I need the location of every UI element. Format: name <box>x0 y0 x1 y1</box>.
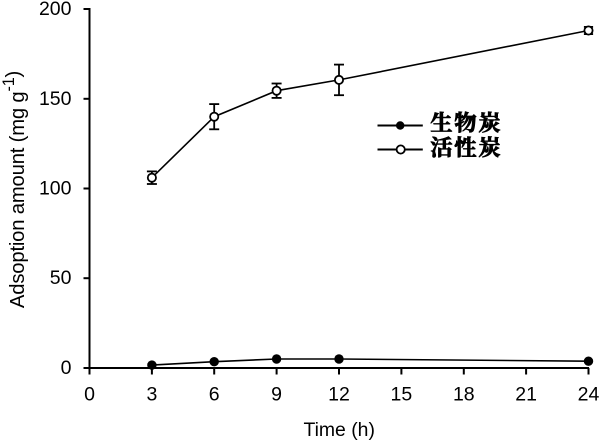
svg-text:12: 12 <box>328 384 350 406</box>
svg-text:9: 9 <box>271 384 282 406</box>
svg-text:18: 18 <box>453 384 475 406</box>
svg-text:21: 21 <box>515 384 537 406</box>
svg-text:24: 24 <box>578 384 600 406</box>
svg-text:15: 15 <box>391 384 413 406</box>
svg-text:200: 200 <box>39 0 72 20</box>
svg-text:100: 100 <box>39 178 72 200</box>
svg-text:Time (h): Time (h) <box>303 419 374 441</box>
svg-text:0: 0 <box>84 384 95 406</box>
svg-text:0: 0 <box>61 357 72 379</box>
svg-text:150: 150 <box>39 88 72 110</box>
svg-text:3: 3 <box>146 384 157 406</box>
svg-text:6: 6 <box>209 384 220 406</box>
svg-text:50: 50 <box>50 267 72 289</box>
